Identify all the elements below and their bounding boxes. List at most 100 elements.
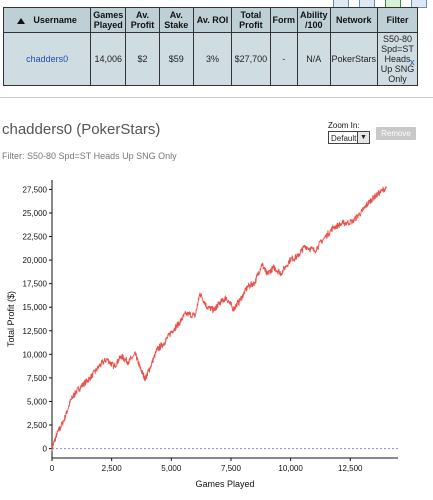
x-tick-label: 2,500 (102, 464, 123, 473)
table-row: chadders0 14,006 $2 $59 3% $27,700 - N/A… (2, 32, 418, 86)
av-roi-cell: 3% (192, 32, 233, 86)
data-point (75, 391, 77, 393)
y-tick-label: 0 (43, 445, 48, 454)
data-point (82, 383, 84, 386)
data-point (218, 302, 220, 305)
data-point (232, 308, 234, 310)
y-tick-label: 2,500 (27, 421, 48, 430)
header-row: Username Games Played Av. Profit Av. Sta… (2, 7, 418, 33)
data-point (313, 250, 316, 252)
av-stake-cell: $59 (158, 32, 194, 86)
y-tick-label: 22,500 (23, 233, 48, 242)
col-header-games-played[interactable]: Games Played (90, 7, 127, 33)
col-header-form[interactable]: Form (269, 7, 299, 33)
data-point (177, 323, 180, 325)
remove-button[interactable]: Remove (376, 127, 416, 140)
data-point (106, 358, 108, 360)
sort-up-icon[interactable] (17, 17, 26, 24)
zoom-select[interactable]: Default ▼ (328, 131, 370, 144)
x-tick-label: 5,000 (161, 464, 182, 473)
data-point (375, 194, 378, 196)
data-point (332, 226, 335, 228)
y-tick-label: 25,000 (23, 209, 48, 218)
total-profit-cell: $27,700 (231, 32, 271, 86)
username-link[interactable]: chadders0 (2, 32, 92, 86)
data-point (206, 306, 208, 308)
data-point (323, 237, 325, 240)
data-point (70, 398, 72, 401)
y-tick-label: 5,000 (27, 397, 48, 406)
data-point (149, 367, 151, 370)
data-point (63, 419, 65, 421)
data-point (280, 272, 282, 274)
data-point (170, 331, 172, 333)
data-point (139, 367, 141, 370)
y-tick-label: 15,000 (23, 303, 48, 312)
section-divider (0, 97, 433, 98)
data-point (144, 378, 146, 380)
data-point (254, 282, 256, 284)
data-point (385, 186, 387, 189)
data-point (342, 222, 344, 224)
y-tick-label: 12,500 (23, 327, 48, 336)
y-axis-label: Total Profit ($) (6, 291, 16, 347)
data-point (56, 433, 58, 436)
ability-cell: N/A (297, 32, 331, 86)
data-point (113, 365, 115, 368)
x-tick-label: 10,000 (278, 464, 303, 473)
close-icon[interactable] (411, 0, 427, 8)
x-tick-label: 7,500 (221, 464, 242, 473)
col-header-av-stake[interactable]: Av. Stake (158, 7, 194, 33)
remove-row-link[interactable]: x (410, 57, 415, 67)
chart-axes: 0 2,500 5,000 7,500 10,000 12,500 15,000 17,500… (6, 180, 398, 489)
chevron-down-icon[interactable]: ▼ (357, 132, 369, 143)
data-point (290, 258, 292, 260)
data-point (213, 309, 215, 311)
graph-title: chadders0 (PokerStars) (2, 121, 161, 138)
data-point (185, 313, 187, 315)
col-header-total-profit[interactable]: Total Profit (231, 7, 271, 33)
chart-series (51, 186, 398, 452)
stats-table: Username Games Played Av. Profit Av. Sta… (2, 7, 418, 86)
data-point (134, 353, 137, 355)
data-point (199, 292, 201, 294)
col-header-av-profit[interactable]: Av. Profit (125, 7, 160, 33)
x-tick-label: 0 (50, 464, 55, 473)
data-point (361, 210, 363, 212)
form-cell: - (269, 32, 299, 86)
zoom-label: Zoom In: (328, 121, 360, 130)
col-header-filter: Filter (377, 7, 418, 33)
x-tick-label: 12,500 (338, 464, 363, 473)
data-point (120, 355, 122, 357)
profit-series-line (51, 186, 387, 452)
data-point (352, 220, 354, 223)
data-point (51, 447, 53, 450)
av-profit-cell: $2 (125, 32, 160, 86)
data-point (89, 377, 91, 379)
data-point (156, 349, 158, 351)
y-tick-label: 17,500 (23, 280, 48, 289)
data-point (99, 365, 101, 367)
data-point (163, 342, 165, 344)
data-point (247, 285, 249, 288)
y-tick-label: 7,500 (27, 374, 48, 383)
data-point (239, 299, 242, 301)
y-tick-label: 27,500 (23, 185, 48, 194)
data-point (297, 255, 299, 257)
games-played-cell: 14,006 (90, 32, 127, 86)
y-tick-label: 20,000 (23, 256, 48, 265)
data-point (368, 201, 370, 203)
data-point (194, 315, 196, 317)
col-header-username[interactable]: Username (2, 7, 92, 33)
network-cell: PokerStars (329, 32, 379, 86)
graph-filter-text: Filter: S50-80 Spd=ST Heads Up SNG Only (2, 151, 177, 161)
x-axis-label: Games Played (195, 479, 254, 489)
y-tick-label: 10,000 (23, 350, 48, 359)
filter-cell: S50-80 Spd=ST Heads Up SNG Only (377, 32, 418, 86)
data-point (225, 297, 227, 299)
data-point (304, 245, 306, 247)
data-point (273, 267, 275, 269)
data-point (127, 361, 129, 363)
zoom-select-value: Default (331, 134, 357, 143)
